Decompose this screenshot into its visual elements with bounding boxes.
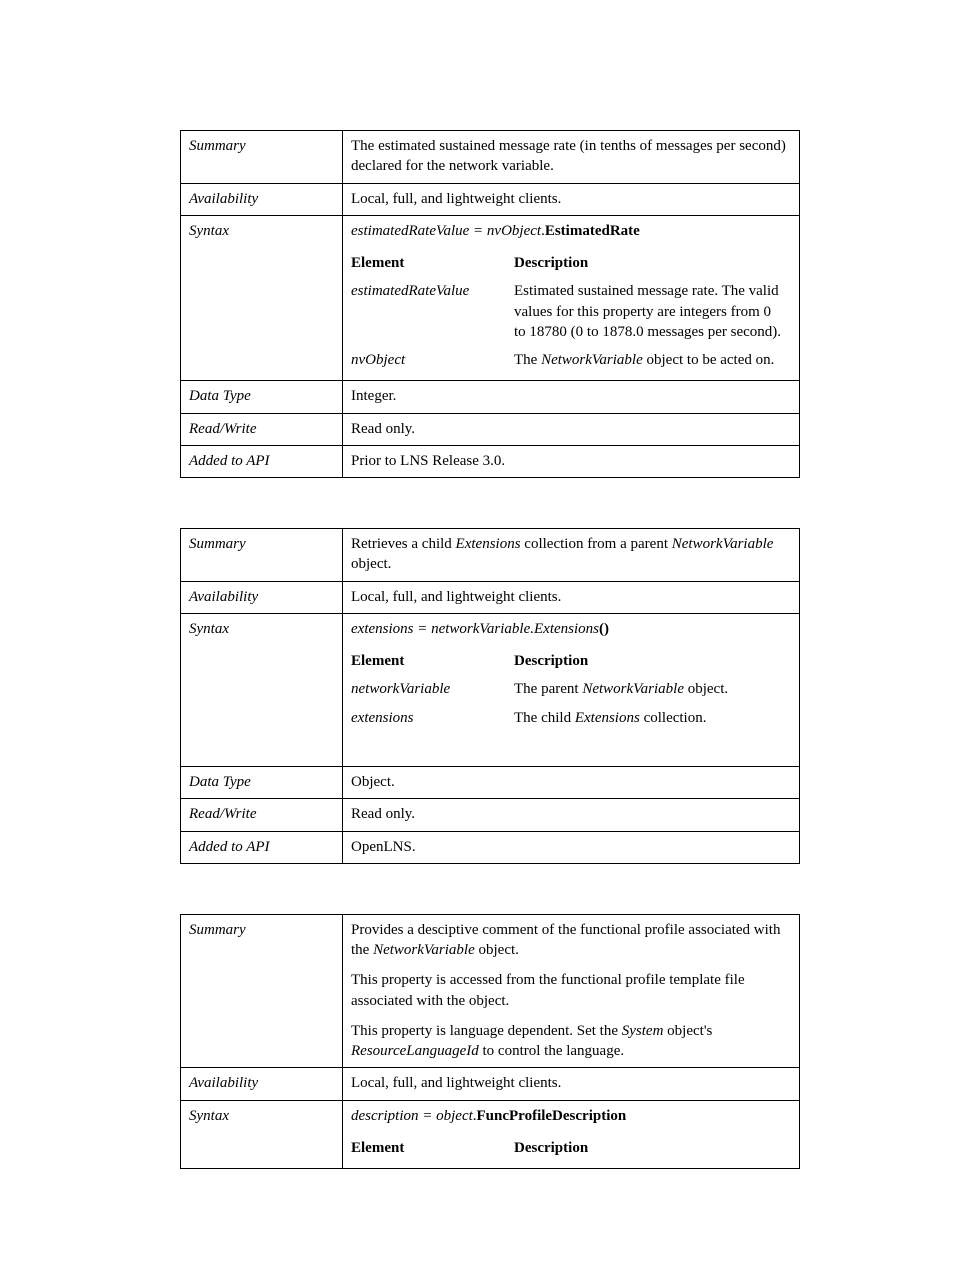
availability-value: Local, full, and lightweight clients. <box>343 581 800 613</box>
element-header: Element <box>351 647 514 675</box>
datatype-value: Object. <box>343 767 800 799</box>
element-desc: The child Extensions collection. <box>514 704 791 732</box>
added-value: Prior to LNS Release 3.0. <box>343 445 800 477</box>
element-header: Element <box>351 249 514 277</box>
added-label: Added to API <box>181 831 343 863</box>
summary-label: Summary <box>181 914 343 1068</box>
element-table: Element Description networkVariable The … <box>351 647 791 760</box>
element-table: Element Description estimatedRateValue E… <box>351 249 791 374</box>
syntax-label: Syntax <box>181 613 343 766</box>
syntax-lhs: description = object <box>351 1108 473 1124</box>
availability-label: Availability <box>181 581 343 613</box>
element-name: nvObject <box>351 346 514 374</box>
availability-label: Availability <box>181 1068 343 1100</box>
property-table-2: Summary Retrieves a child Extensions col… <box>180 528 800 864</box>
element-desc: Estimated sustained message rate. The va… <box>514 277 791 346</box>
element-desc: The parent NetworkVariable object. <box>514 675 791 703</box>
element-header: Element <box>351 1134 514 1162</box>
syntax-rhs: () <box>599 621 609 637</box>
property-table-1: Summary The estimated sustained message … <box>180 130 800 478</box>
availability-value: Local, full, and lightweight clients. <box>343 1068 800 1100</box>
syntax-cell: extensions = networkVariable.Extensions(… <box>343 613 800 766</box>
summary-value: Retrieves a child Extensions collection … <box>343 529 800 582</box>
datatype-value: Integer. <box>343 381 800 413</box>
element-desc: The NetworkVariable object to be acted o… <box>514 346 791 374</box>
syntax-cell: estimatedRateValue = nvObject.EstimatedR… <box>343 215 800 381</box>
readwrite-label: Read/Write <box>181 799 343 831</box>
availability-value: Local, full, and lightweight clients. <box>343 183 800 215</box>
added-label: Added to API <box>181 445 343 477</box>
element-name: networkVariable <box>351 675 514 703</box>
syntax-rhs: FuncProfileDescription <box>477 1108 627 1124</box>
syntax-lhs: estimatedRateValue = nvObject <box>351 223 541 239</box>
description-header: Description <box>514 249 791 277</box>
summary-label: Summary <box>181 131 343 184</box>
added-value: OpenLNS. <box>343 831 800 863</box>
datatype-label: Data Type <box>181 767 343 799</box>
summary-value: The estimated sustained message rate (in… <box>343 131 800 184</box>
description-header: Description <box>514 1134 791 1162</box>
property-table-3: Summary Provides a desciptive comment of… <box>180 914 800 1169</box>
element-table: Element Description <box>351 1134 791 1162</box>
syntax-label: Syntax <box>181 215 343 381</box>
summary-label: Summary <box>181 529 343 582</box>
readwrite-value: Read only. <box>343 413 800 445</box>
summary-value: Provides a desciptive comment of the fun… <box>343 914 800 1068</box>
availability-label: Availability <box>181 183 343 215</box>
datatype-label: Data Type <box>181 381 343 413</box>
syntax-rhs: EstimatedRate <box>545 223 640 239</box>
readwrite-value: Read only. <box>343 799 800 831</box>
syntax-lhs: extensions = networkVariable.Extensions <box>351 621 599 637</box>
element-name: estimatedRateValue <box>351 277 514 346</box>
syntax-label: Syntax <box>181 1100 343 1169</box>
readwrite-label: Read/Write <box>181 413 343 445</box>
description-header: Description <box>514 647 791 675</box>
element-name: extensions <box>351 704 514 732</box>
syntax-cell: description = object.FuncProfileDescript… <box>343 1100 800 1169</box>
